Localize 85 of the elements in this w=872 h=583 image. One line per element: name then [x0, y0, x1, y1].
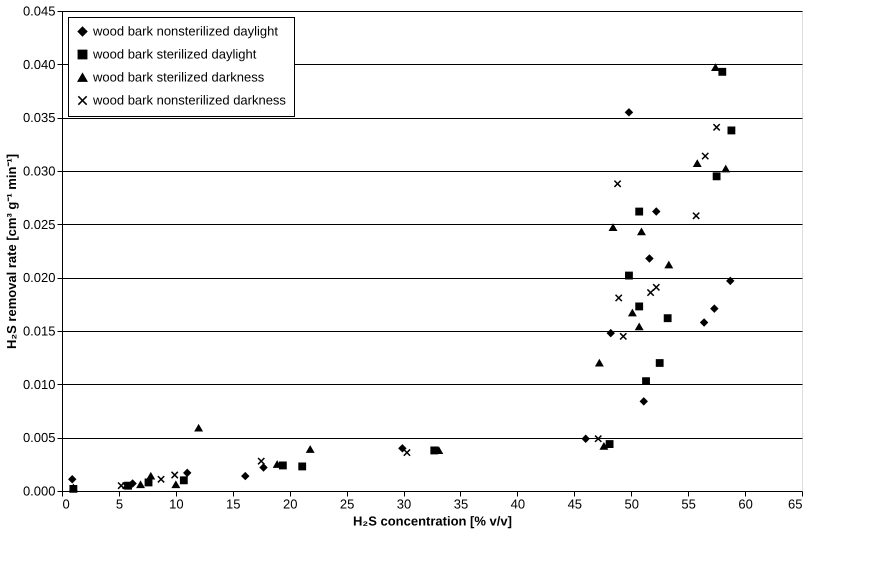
point	[183, 468, 192, 477]
point	[619, 332, 628, 340]
x-axis-title: H₂S concentration [% v/v]	[353, 514, 512, 528]
point	[728, 126, 736, 134]
point	[614, 294, 623, 302]
point	[582, 434, 590, 443]
point	[646, 254, 654, 262]
point	[693, 160, 702, 168]
y-tick-label: 0.025	[22, 216, 56, 232]
legend-label: wood bark nonsterilized darkness	[92, 92, 286, 108]
point	[398, 444, 406, 452]
x-tick-label: 65	[788, 496, 802, 512]
point	[136, 481, 144, 488]
point	[664, 261, 673, 268]
point	[600, 442, 608, 450]
x-tick-label: 40	[510, 496, 526, 512]
point	[606, 440, 614, 448]
point	[614, 180, 622, 188]
point	[656, 359, 664, 367]
point	[609, 224, 617, 232]
point	[180, 476, 188, 484]
point	[68, 475, 76, 484]
x-tick-label: 45	[568, 496, 582, 512]
point	[718, 68, 726, 76]
point	[635, 302, 644, 310]
point	[635, 208, 644, 216]
x-tick-label: 35	[454, 496, 468, 512]
point	[241, 472, 250, 480]
x-tick-label: 60	[738, 496, 753, 512]
point	[146, 472, 155, 480]
y-tick-label: 0.030	[22, 164, 56, 178]
point	[640, 397, 648, 406]
point	[606, 329, 615, 338]
point	[628, 309, 636, 316]
point	[692, 212, 700, 220]
point	[646, 288, 654, 297]
point	[652, 283, 660, 292]
x-tick-label: 50	[624, 496, 639, 512]
x-tick-label: 20	[282, 496, 298, 512]
point	[278, 461, 287, 470]
legend-label: wood bark sterilized darkness	[92, 70, 265, 84]
point	[712, 64, 720, 72]
legend-label: wood bark sterilized daylight	[92, 46, 257, 62]
point	[700, 318, 708, 326]
point	[625, 108, 633, 116]
y-tick-label: 0.015	[22, 324, 56, 338]
x-tick-label: 25	[340, 496, 354, 512]
point	[635, 323, 644, 330]
point	[306, 446, 314, 453]
legend-label: wood bark nonsterilized daylight	[92, 24, 278, 38]
y-tick-label: 0.000	[22, 484, 56, 498]
y-tick-label: 0.035	[22, 110, 56, 126]
x-tick-label: 0	[62, 496, 70, 512]
point	[712, 123, 721, 132]
point	[298, 462, 306, 470]
point	[652, 208, 660, 216]
x-tick-label: 15	[226, 496, 241, 512]
y-tick-label: 0.010	[22, 376, 56, 392]
point	[701, 152, 710, 160]
point	[170, 471, 179, 479]
y-tick-label: 0.020	[22, 270, 56, 286]
point	[157, 475, 165, 484]
y-axis-title: H₂S removal rate [cm³ g⁻¹ min⁻¹]	[4, 154, 19, 350]
point	[403, 448, 411, 457]
point	[722, 165, 730, 172]
x-tick-label: 10	[169, 496, 184, 512]
x-tick-label: 55	[681, 496, 696, 512]
point	[625, 272, 633, 280]
point	[257, 457, 266, 466]
point	[594, 434, 602, 443]
x-tick-label: 5	[116, 496, 124, 512]
point	[595, 360, 604, 366]
x-tick-label: 30	[396, 496, 412, 512]
point	[194, 424, 203, 432]
point	[664, 314, 672, 322]
point	[638, 228, 646, 236]
y-tick-label: 0.045	[22, 4, 56, 18]
point	[710, 304, 718, 313]
point	[144, 478, 152, 486]
y-tick-label: 0.040	[22, 56, 56, 72]
point	[712, 172, 721, 180]
point	[726, 276, 734, 285]
point	[260, 464, 268, 472]
y-tick-label: 0.005	[22, 430, 56, 446]
point	[172, 481, 180, 488]
